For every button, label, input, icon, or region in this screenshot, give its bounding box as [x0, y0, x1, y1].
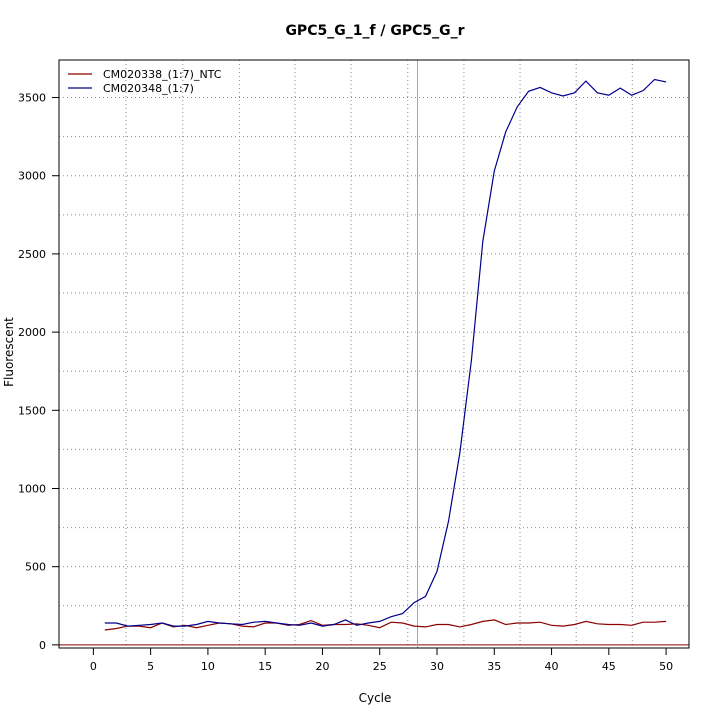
y-tick-label: 1000 [18, 482, 46, 495]
y-tick-label: 3500 [18, 92, 46, 105]
y-axis-label: Fluorescent [2, 317, 16, 387]
x-tick-label: 35 [487, 660, 501, 673]
y-tick-label: 500 [25, 561, 46, 574]
x-tick-label: 10 [201, 660, 215, 673]
y-tick-label: 0 [39, 639, 46, 652]
series-line-1 [104, 619, 667, 631]
chart-title: GPC5_G_1_f / GPC5_G_r [285, 23, 464, 39]
y-tick-label: 2000 [18, 326, 46, 339]
x-tick-label: 45 [602, 660, 616, 673]
x-tick-label: 15 [258, 660, 272, 673]
x-tick-label: 5 [147, 660, 154, 673]
y-tick-label: 2500 [18, 248, 46, 261]
series-line-2 [104, 78, 667, 627]
legend-entry-label: CM020348_(1:7) [103, 82, 194, 95]
x-tick-label: 20 [315, 660, 329, 673]
y-tick-label: 1500 [18, 404, 46, 417]
x-tick-label: 40 [545, 660, 559, 673]
x-tick-label: 0 [90, 660, 97, 673]
x-axis-label: Cycle [359, 691, 392, 705]
y-tick-label: 3000 [18, 170, 46, 183]
x-tick-label: 50 [659, 660, 673, 673]
plot-frame [58, 59, 690, 649]
grid [59, 60, 689, 648]
legend-entry-label: CM020338_(1:7)_NTC [103, 68, 222, 81]
x-tick-label: 30 [430, 660, 444, 673]
x-axis: 0 5 10 15 20 25 30 35 40 45 50 [90, 648, 673, 673]
series-lines [104, 78, 667, 631]
y-axis: 0 500 1000 1500 2000 2500 3000 3500 [18, 92, 59, 652]
x-tick-label: 25 [373, 660, 387, 673]
